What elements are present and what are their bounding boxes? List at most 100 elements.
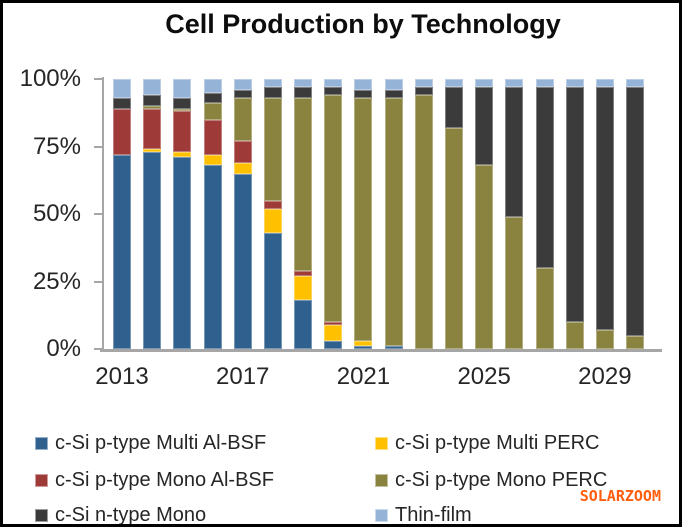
legend-item: c-Si p-type Multi PERC	[375, 432, 600, 454]
bar-segment	[173, 79, 192, 98]
legend-swatch	[375, 508, 388, 522]
bar-2027	[535, 79, 554, 349]
bar-2030	[626, 79, 645, 349]
bar-segment	[565, 87, 584, 322]
legend-item: c-Si p-type Multi Al-BSF	[35, 431, 267, 454]
bar-segment	[263, 232, 282, 349]
bar-segment	[263, 200, 282, 209]
bar-segment	[354, 97, 373, 341]
y-axis-label: 100%	[19, 65, 81, 92]
bar-segment	[384, 79, 403, 90]
bar-segment	[324, 340, 343, 349]
bar-2013	[113, 79, 131, 349]
legend-label: c-Si n-type Mono	[55, 503, 207, 526]
bar-segment	[475, 165, 494, 349]
legend-swatch	[375, 436, 388, 450]
bar-segment	[324, 79, 343, 88]
bar-segment	[444, 127, 463, 349]
legend-item: c-Si p-type Mono Al-BSF	[35, 469, 274, 491]
bar-segment	[233, 97, 252, 142]
bar-segment	[595, 87, 614, 331]
bar-segment	[444, 79, 463, 88]
bar-segment	[294, 300, 313, 349]
bar-2014	[143, 79, 162, 349]
bar-segment	[143, 95, 162, 107]
bar-segment	[324, 87, 343, 96]
bar-segment	[444, 87, 463, 128]
bar-segment	[233, 162, 252, 174]
bar-2023	[414, 79, 433, 349]
y-axis-line	[102, 77, 104, 351]
bar-segment	[173, 151, 192, 158]
bar-segment	[113, 108, 131, 155]
bar-segment	[626, 335, 645, 349]
legend-label: c-Si p-type Mono PERC	[395, 468, 608, 491]
bar-2019	[294, 79, 313, 349]
bar-segment	[475, 87, 494, 166]
bar-segment	[143, 151, 162, 349]
bar-segment	[595, 330, 614, 349]
bar-segment	[143, 106, 162, 109]
bar-2020	[324, 79, 343, 349]
bar-segment	[143, 108, 162, 150]
bar-segment	[203, 92, 222, 104]
bar-segment	[384, 89, 403, 98]
x-axis-label: 2021	[336, 363, 391, 390]
bar-segment	[414, 87, 433, 96]
bar-segment	[505, 216, 524, 349]
bar-segment	[475, 79, 494, 88]
bar-segment	[414, 95, 433, 349]
bar-2024	[444, 79, 463, 349]
legend-swatch	[35, 436, 48, 450]
bar-segment	[173, 111, 192, 152]
bar-2016	[203, 79, 222, 349]
x-axis-label: 2029	[578, 363, 632, 390]
bar-segment	[113, 79, 131, 98]
bar-segment	[233, 89, 252, 98]
bar-segment	[505, 79, 524, 88]
y-axis-label: 50%	[32, 200, 81, 227]
bar-segment	[535, 79, 554, 88]
legend-item: Thin-film	[375, 504, 472, 524]
bar-segment	[294, 87, 313, 98]
chart-title: Cell Production by Technology	[165, 9, 561, 39]
bar-segment	[414, 79, 433, 88]
bar-segment	[143, 149, 162, 152]
bar-2026	[505, 79, 524, 349]
bar-segment	[203, 79, 222, 93]
bar-segment	[324, 324, 343, 341]
x-axis-line	[100, 349, 662, 352]
bar-segment	[233, 79, 252, 90]
bar-segment	[173, 157, 192, 349]
bar-segment	[354, 79, 373, 90]
bar-segment	[294, 270, 313, 277]
bar-segment	[294, 79, 313, 88]
bar-2018	[263, 79, 282, 349]
x-axis-label: 2013	[95, 363, 149, 390]
x-axis-label: 2025	[457, 363, 511, 390]
bar-segment	[565, 322, 584, 349]
bar-segment	[535, 268, 554, 349]
bar-2017	[233, 79, 252, 349]
bar-2021	[354, 79, 373, 349]
legend-item: c-Si p-type Mono PERC	[375, 468, 608, 491]
legend-item: c-Si n-type Mono	[35, 503, 207, 526]
bar-segment	[173, 97, 192, 109]
bar-segment	[626, 87, 645, 336]
bar-2022	[384, 79, 403, 349]
bar-segment	[203, 165, 222, 349]
bar-segment	[354, 89, 373, 98]
legend-label: c-Si p-type Multi Al-BSF	[55, 431, 267, 454]
bar-segment	[173, 108, 192, 112]
bar-segment	[263, 208, 282, 233]
bar-segment	[324, 95, 343, 323]
bar-segment	[626, 79, 645, 88]
bar-segment	[113, 97, 131, 109]
bar-segment	[203, 119, 222, 155]
bar-segment	[505, 87, 524, 217]
bar-segment	[294, 276, 313, 301]
x-axis-label: 2017	[216, 363, 270, 390]
y-axis-label: 75%	[32, 132, 81, 160]
bar-2029	[595, 79, 614, 349]
bar-segment	[535, 87, 554, 268]
